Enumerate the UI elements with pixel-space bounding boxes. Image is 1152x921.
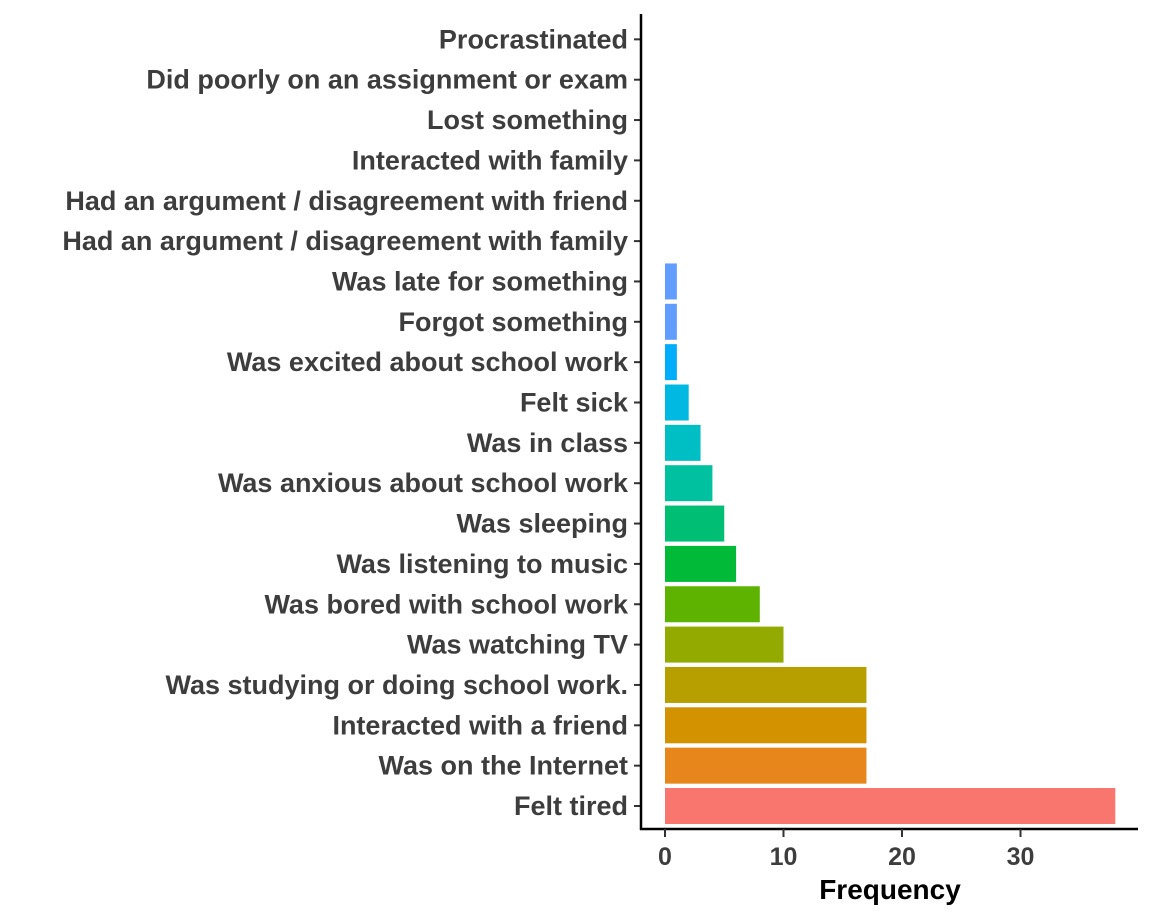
bar xyxy=(665,263,677,300)
bar xyxy=(665,626,784,663)
x-tick-label: 20 xyxy=(888,843,916,871)
bar xyxy=(665,384,689,421)
x-tick-label: 30 xyxy=(1007,843,1035,871)
x-tick-label: 0 xyxy=(658,843,672,871)
category-label: Forgot something xyxy=(399,307,628,337)
bar xyxy=(665,707,867,744)
category-label: Was late for something xyxy=(332,266,628,296)
category-label: Was sleeping xyxy=(456,509,628,539)
bar xyxy=(665,303,677,340)
category-label: Had an argument / disagreement with fami… xyxy=(62,226,628,256)
x-axis-title: Frequency xyxy=(819,874,961,905)
category-label: Interacted with family xyxy=(352,145,628,175)
bar xyxy=(665,666,867,703)
x-axis-ticks: 0 10 20 30 xyxy=(658,829,1034,871)
category-label: Was studying or doing school work. xyxy=(165,670,628,700)
bar xyxy=(665,465,713,502)
bar xyxy=(665,586,760,623)
category-label: Lost something xyxy=(427,105,628,135)
category-label: Did poorly on an assignment or exam xyxy=(146,65,628,95)
bar xyxy=(665,747,867,784)
x-tick-label: 10 xyxy=(770,843,798,871)
category-label: Had an argument / disagreement with frie… xyxy=(65,186,628,216)
category-label: Felt sick xyxy=(520,388,629,418)
category-label: Was on the Internet xyxy=(378,751,628,781)
bar xyxy=(665,424,701,461)
category-label: Felt tired xyxy=(514,791,628,821)
category-label: Was anxious about school work xyxy=(218,468,629,498)
bars-group xyxy=(665,263,1116,824)
category-label: Was listening to music xyxy=(336,549,628,579)
category-label: Was bored with school work xyxy=(264,589,629,619)
category-label: Was excited about school work xyxy=(227,347,629,377)
category-label: Interacted with a friend xyxy=(332,710,628,740)
bar xyxy=(665,545,737,582)
bar xyxy=(665,344,677,381)
category-label: Was in class xyxy=(467,428,628,458)
bar xyxy=(665,788,1116,824)
bar xyxy=(665,505,725,542)
category-label: Was watching TV xyxy=(407,630,628,660)
category-label: Procrastinated xyxy=(439,24,628,54)
category-labels: Felt tired Was on the Internet Interacted … xyxy=(62,24,629,821)
